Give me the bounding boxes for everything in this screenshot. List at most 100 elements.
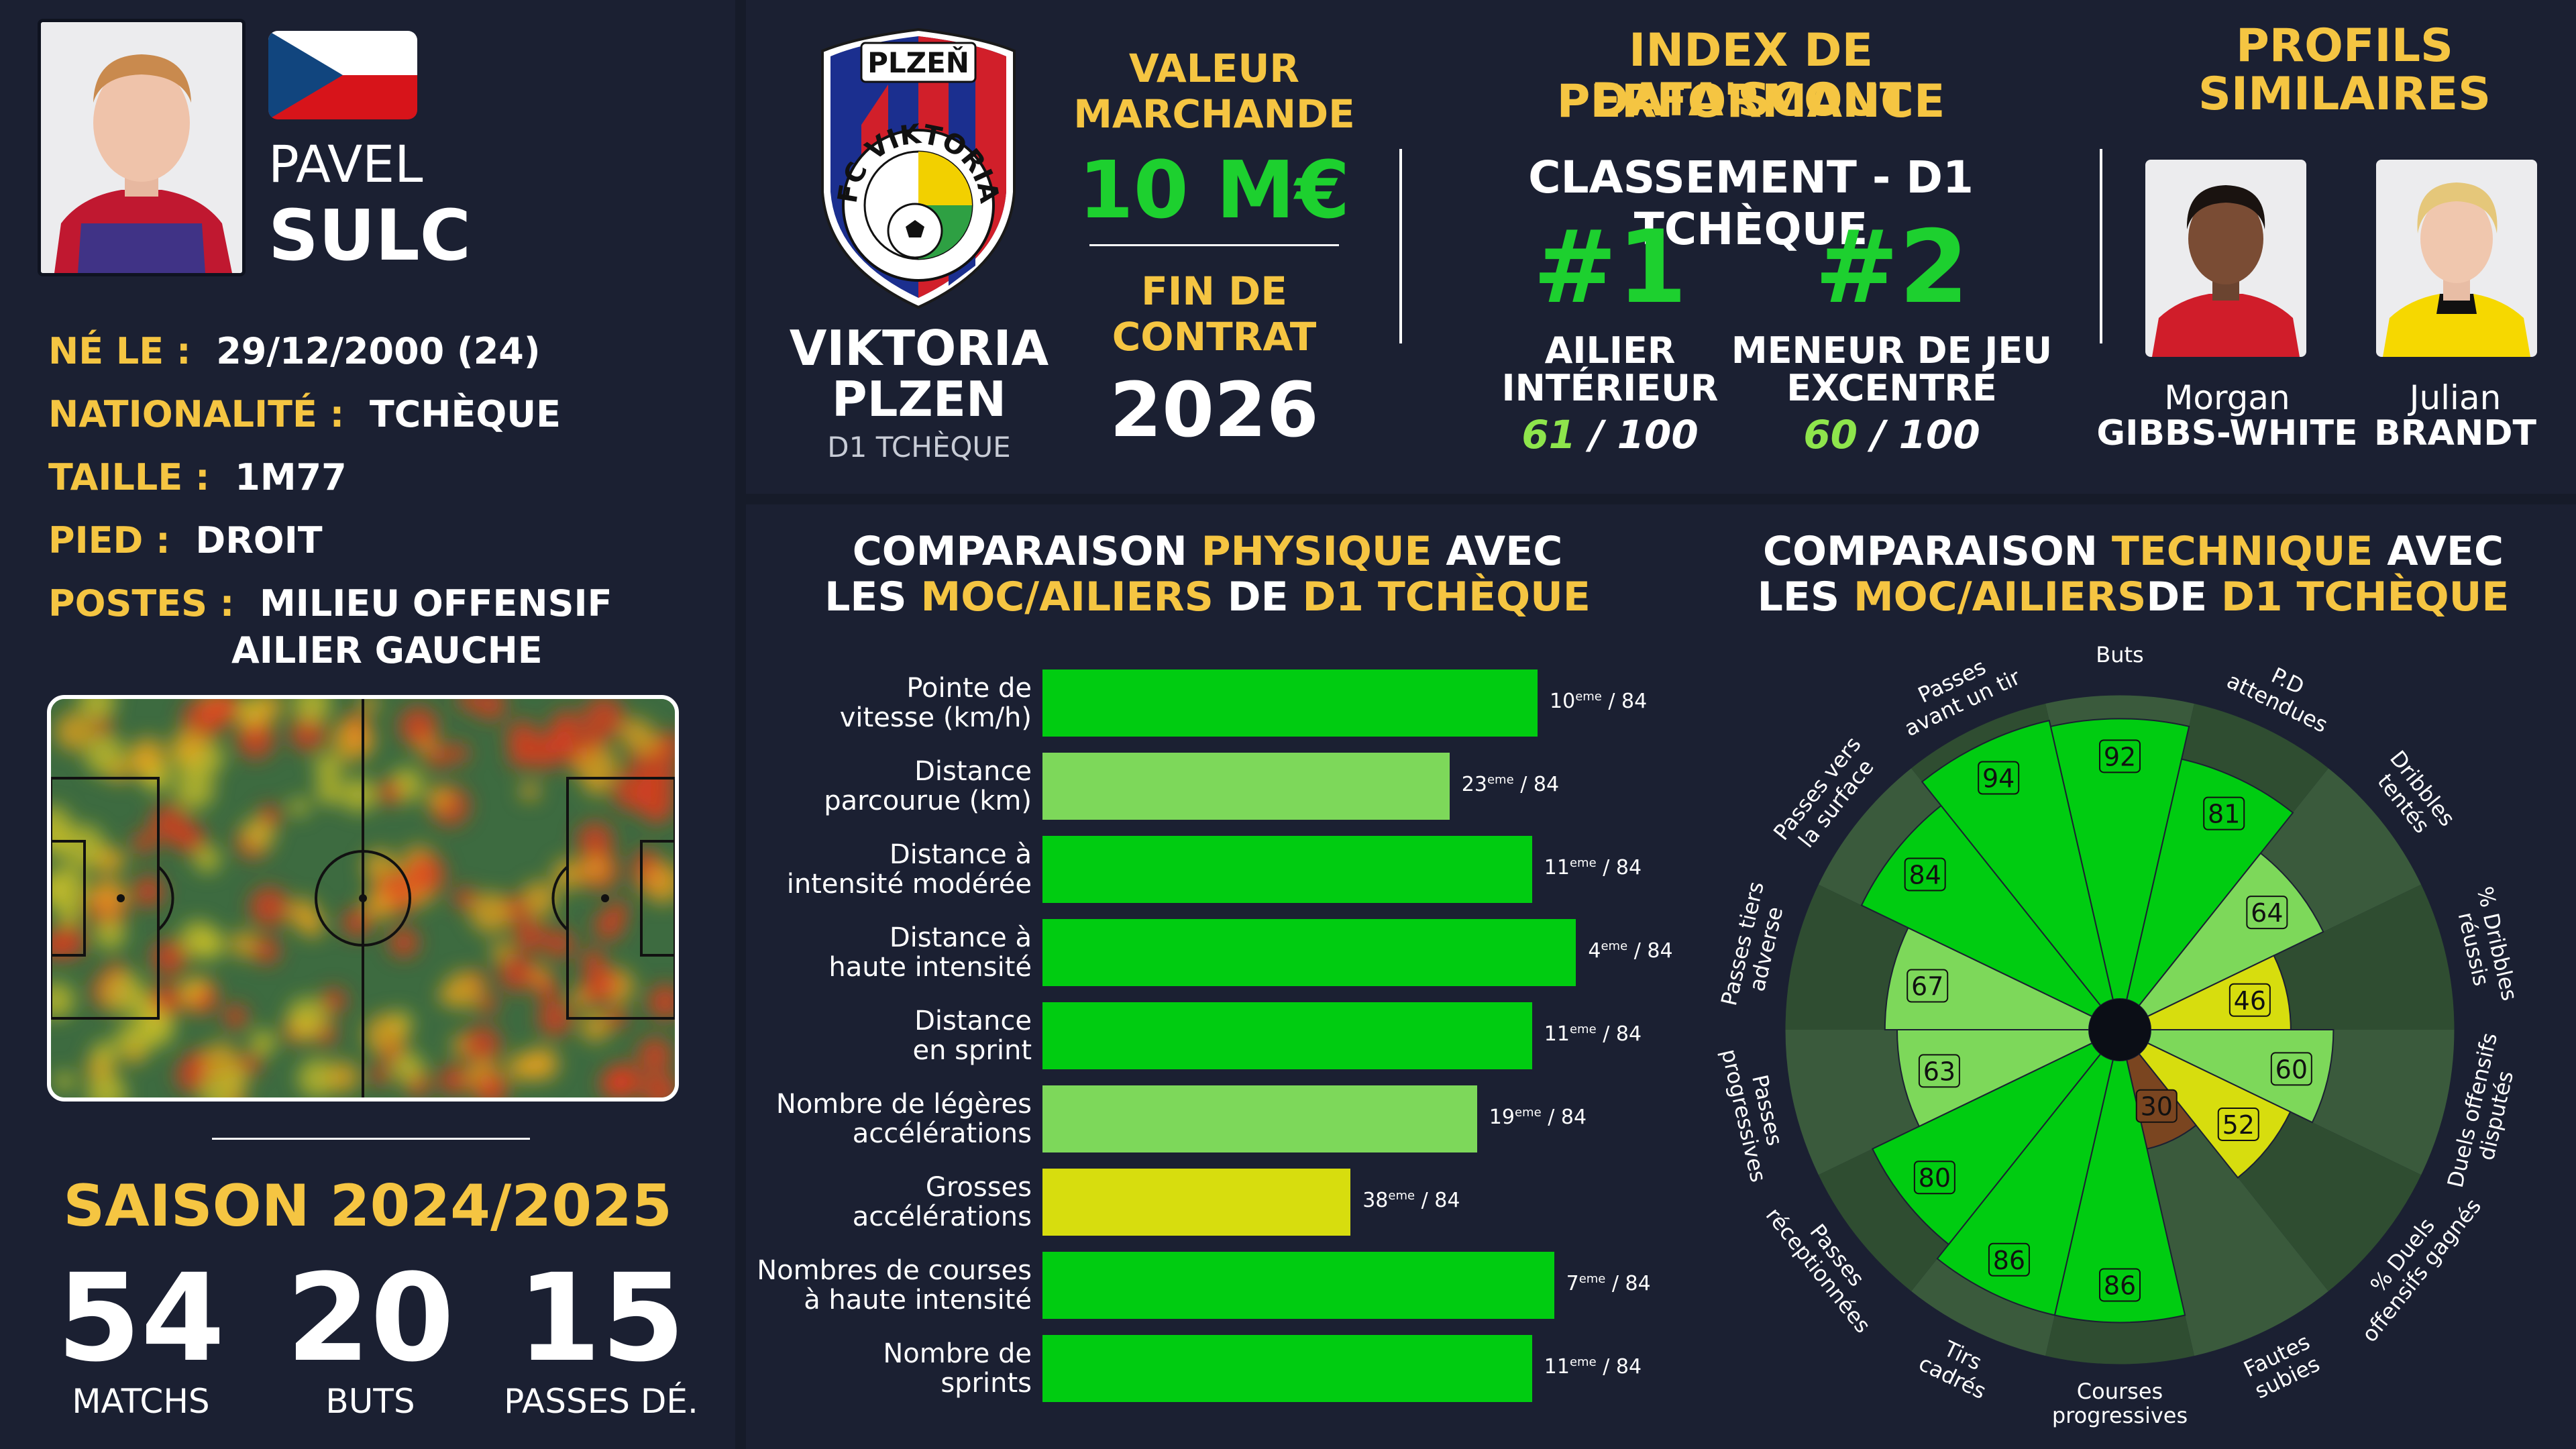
bar-rank-label: 38eme / 84 xyxy=(1362,1189,1460,1212)
heatmap-blob xyxy=(332,719,374,762)
bar-category-label: Grosses accélérations xyxy=(852,1172,1032,1232)
heatmap-blob xyxy=(392,1051,425,1084)
similar-player-1-first: Morgan xyxy=(2164,378,2290,417)
heatmap-blob xyxy=(439,1064,470,1095)
physical-title2-part-3: DE xyxy=(1213,574,1303,621)
heatmap-blob xyxy=(447,743,469,764)
heatmap-blob xyxy=(54,1071,74,1091)
bar-rank-label: 4eme / 84 xyxy=(1588,939,1673,963)
heatmap-blob xyxy=(576,822,614,859)
info-positions-label: POSTES : xyxy=(48,582,235,625)
heatmap-blob xyxy=(586,775,607,796)
bar-category-label: Distance parcourue (km) xyxy=(824,756,1032,816)
contract-year: 2026 xyxy=(1110,367,1319,454)
physical-title-part-2: PHYSIQUE xyxy=(1201,528,1432,575)
info-positions: POSTES : MILIEU OFFENSIF xyxy=(48,582,612,625)
physical-chart-title-2: LES MOC/AILIERS DE D1 TCHÈQUE xyxy=(771,574,1644,620)
heatmap-blob xyxy=(51,981,75,1019)
info-nationality: NATIONALITÉ : TCHÈQUE xyxy=(48,393,561,435)
radar-value-label: 60 xyxy=(2270,1052,2312,1086)
ranking-1-role-1: AILIER xyxy=(1544,329,1676,372)
info-foot-value: DROIT xyxy=(195,519,323,561)
info-birth-value: 29/12/2000 (24) xyxy=(216,330,541,372)
physical-title2-part-2: MOC/AILIERS xyxy=(920,574,1214,621)
heatmap-blob xyxy=(91,878,127,914)
heatmap-blob xyxy=(341,777,376,813)
radar-value-label: 81 xyxy=(2203,796,2245,830)
similar-title-1: PROFILS xyxy=(2235,19,2454,72)
bar-rank-label: 11eme / 84 xyxy=(1544,1355,1642,1379)
heatmap-blob xyxy=(633,777,675,820)
bar-rank-label: 7eme / 84 xyxy=(1566,1272,1651,1295)
radar-value-label: 86 xyxy=(1988,1242,2030,1277)
heatmap-blob xyxy=(463,1026,501,1064)
similar-player-1-photo xyxy=(2145,160,2306,357)
heatmap-blob xyxy=(92,1040,117,1066)
stat-matches-value: 54 xyxy=(56,1248,225,1389)
info-height-value: 1M77 xyxy=(235,456,347,498)
heatmap-blob xyxy=(582,699,625,739)
ranking-2-value: #2 xyxy=(1814,209,1970,326)
heatmap-blob xyxy=(78,699,117,720)
heatmap-blob xyxy=(398,706,438,746)
player-photo xyxy=(38,19,246,276)
heatmap-blob xyxy=(193,988,217,1012)
market-divider xyxy=(1089,244,1339,246)
bar-category-label: Pointe de vitesse (km/h) xyxy=(839,673,1032,733)
info-nationality-value: TCHÈQUE xyxy=(369,393,561,435)
technical-title2-part-3: DE xyxy=(2146,574,2222,621)
club-badge-icon: PLZEŇ FC VIKTORIA xyxy=(814,24,1022,313)
player-last-name: SULC xyxy=(268,195,471,276)
heatmap-blob xyxy=(130,737,166,773)
heatmap-blob xyxy=(474,1072,508,1097)
bar-category-label: Distance à intensité modérée xyxy=(786,839,1032,900)
market-value: 10 M€ xyxy=(1078,144,1350,236)
svg-text:92: 92 xyxy=(2104,742,2136,771)
radar-value-label: 67 xyxy=(1907,969,1949,1003)
ranking-2-score: 60 / 100 xyxy=(1724,412,2059,458)
heatmap-blob xyxy=(427,786,452,810)
radar-outer-ring xyxy=(1783,693,2457,1366)
physical-title2-part-4: D1 TCHÈQUE xyxy=(1302,574,1591,621)
bar-rank-label: 10eme / 84 xyxy=(1550,690,1648,713)
heatmap-blob xyxy=(438,985,458,1006)
radar-category-label: Passes tiersadverse xyxy=(1716,879,1792,1014)
svg-text:84: 84 xyxy=(1909,860,1941,890)
heatmap-blob xyxy=(543,726,578,760)
bar-category-label: Distance en sprint xyxy=(912,1006,1032,1066)
badge-top-text: PLZEŇ xyxy=(867,46,969,79)
heatmap-blob xyxy=(364,887,397,921)
heatmap-blob xyxy=(103,971,145,1014)
club-name-line2: PLZEN xyxy=(831,371,1007,427)
heatmap-blob xyxy=(151,939,187,975)
radar-value-label: 86 xyxy=(2099,1268,2141,1302)
svg-text:94: 94 xyxy=(1982,764,2015,794)
radar-category-label: Courses progressives xyxy=(2052,1379,2188,1428)
market-title-2: MARCHANDE xyxy=(1073,91,1355,137)
vertical-divider-2 xyxy=(2100,149,2102,343)
technical-title-part-3: AVEC xyxy=(2373,528,2504,575)
index-title-2: DATA'SCOUT xyxy=(1591,74,1911,127)
ranking-2-role-1: MENEUR DE JEU xyxy=(1731,329,2053,372)
heatmap-blob xyxy=(582,855,608,881)
stat-assists-value: 15 xyxy=(517,1248,686,1389)
bar xyxy=(1042,753,1450,820)
heatmap-blob xyxy=(321,987,347,1014)
heatmap-blob xyxy=(132,831,156,855)
bar xyxy=(1042,1335,1532,1402)
heatmap-blob xyxy=(608,900,629,921)
radar-category-label: Buts xyxy=(2096,642,2143,667)
radar-value-label: 46 xyxy=(2229,983,2271,1017)
contract-title-2: CONTRAT xyxy=(1112,314,1317,360)
heatmap-blob xyxy=(239,1053,262,1075)
technical-radar-chart: 92 81 64 46 60 52 30 86 86 80 63 67 84 94 Buts P.Datten… xyxy=(1697,631,2569,1442)
heatmap-blob xyxy=(223,1004,248,1029)
heatmap-blob xyxy=(150,804,190,844)
ranking-2-score-max: / 100 xyxy=(1871,412,1980,458)
technical-title2-part-1: LES xyxy=(1757,574,1854,621)
heatmap-blob xyxy=(377,780,403,805)
ranking-1-score: 61 / 100 xyxy=(1476,412,1744,458)
bar xyxy=(1042,1252,1554,1319)
bar-rank-label: 11eme / 84 xyxy=(1544,1022,1642,1046)
heatmap-blob xyxy=(453,886,477,910)
